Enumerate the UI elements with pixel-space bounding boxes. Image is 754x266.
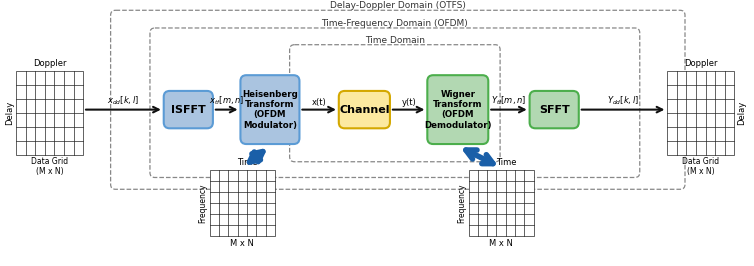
FancyBboxPatch shape (428, 75, 489, 144)
Text: Delay: Delay (5, 101, 14, 125)
Text: Time: Time (495, 158, 516, 167)
Text: x(t): x(t) (311, 98, 326, 107)
FancyBboxPatch shape (529, 91, 579, 128)
Text: Channel: Channel (339, 105, 390, 115)
Text: SFFT: SFFT (539, 105, 569, 115)
FancyBboxPatch shape (164, 91, 213, 128)
Text: Delay-Doppler Domain (OTFS): Delay-Doppler Domain (OTFS) (329, 1, 466, 10)
Bar (210, 170, 275, 236)
Bar (469, 170, 534, 236)
Text: Frequency: Frequency (198, 183, 207, 223)
Text: Heisenberg
Transform
(OFDM
Modulator): Heisenberg Transform (OFDM Modulator) (242, 90, 298, 130)
Text: Doppler: Doppler (33, 59, 66, 68)
Text: Time-Frequency Domain (OFDM): Time-Frequency Domain (OFDM) (321, 19, 468, 28)
Text: $Y_{dd}[k,l]$: $Y_{dd}[k,l]$ (607, 94, 639, 107)
Text: $Y_{tf}[m,n]$: $Y_{tf}[m,n]$ (492, 94, 526, 107)
FancyBboxPatch shape (241, 75, 299, 144)
Text: Data Grid
(M x N): Data Grid (M x N) (682, 157, 719, 176)
Text: $x_{dd}[k,l]$: $x_{dd}[k,l]$ (107, 94, 139, 107)
Text: Doppler: Doppler (684, 59, 718, 68)
Text: y(t): y(t) (401, 98, 416, 107)
Bar (667, 71, 734, 155)
Text: M x N: M x N (231, 239, 254, 248)
Text: Frequency: Frequency (457, 183, 466, 223)
Text: Delay: Delay (737, 101, 746, 125)
Text: Time Domain: Time Domain (365, 36, 425, 45)
Text: Data Grid
(M x N): Data Grid (M x N) (31, 157, 68, 176)
FancyBboxPatch shape (339, 91, 390, 128)
Text: $x_{tf}[m,n]$: $x_{tf}[m,n]$ (209, 94, 244, 107)
Bar (16, 71, 83, 155)
Text: Wigner
Transform
(OFDM
Demodulator): Wigner Transform (OFDM Demodulator) (424, 90, 492, 130)
Text: Time: Time (237, 158, 258, 167)
Text: ISFFT: ISFFT (171, 105, 206, 115)
Text: M x N: M x N (489, 239, 513, 248)
